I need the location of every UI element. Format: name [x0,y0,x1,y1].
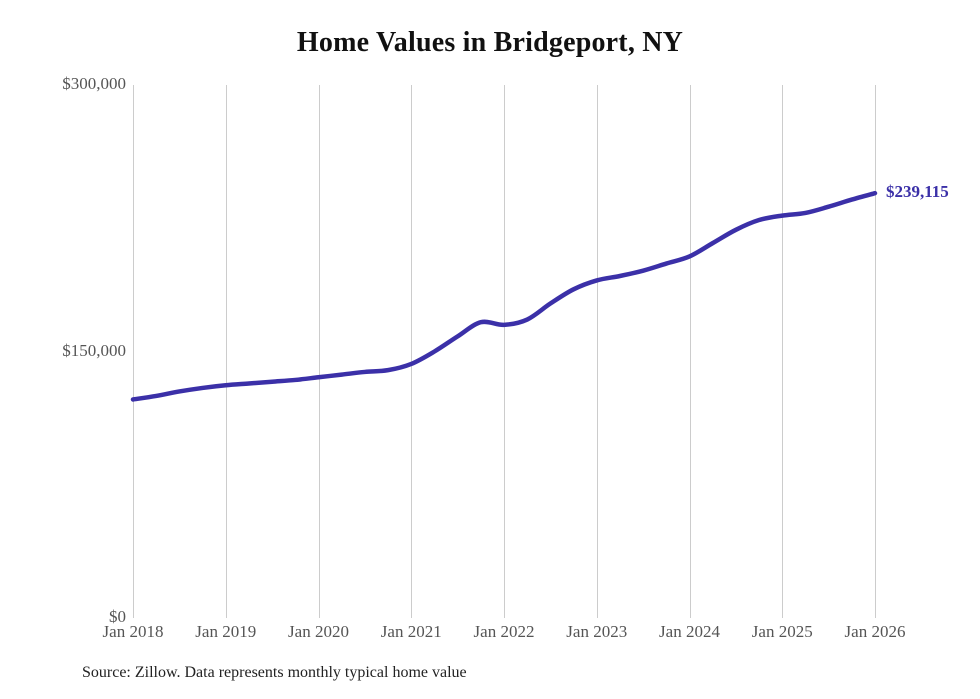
gridline [318,85,320,618]
gridline [782,85,784,618]
source-note: Source: Zillow. Data represents monthly … [82,664,467,681]
y-tick-label: $150,000 [62,340,126,360]
end-value-annotation: $239,115 [886,182,949,202]
x-tick-label: Jan 2021 [380,622,442,641]
x-tick-label: Jan 2019 [195,622,257,641]
gridline [875,85,876,618]
y-tick-label: $0 [109,607,126,626]
plot-area [130,85,878,618]
gridline [225,85,227,618]
x-tick-label: Jan 2026 [844,622,906,641]
x-tick-label: Jan 2025 [751,622,813,641]
gridline [133,85,134,618]
series-line-path [130,190,878,402]
gridline [504,85,505,618]
x-tick-label: Jan 2018 [102,622,164,641]
y-axis: $0 $150,000 $300,000 [0,0,126,699]
x-tick-label: Jan 2020 [288,622,349,641]
x-tick-label: Jan 2023 [566,622,628,641]
y-tick-label: $300,000 [62,74,126,93]
series-line-svg [130,190,878,402]
x-tick-label: Jan 2024 [659,622,720,641]
gridline [689,85,691,618]
chart-title: Home Values in Bridgeport, NY [296,27,684,58]
gridline [411,85,413,618]
x-axis: Jan 2018 Jan 2019 Jan 2020 Jan 2021 Jan 2022… [0,622,980,648]
x-tick-label: Jan 2022 [473,622,535,641]
gridline [596,85,598,618]
